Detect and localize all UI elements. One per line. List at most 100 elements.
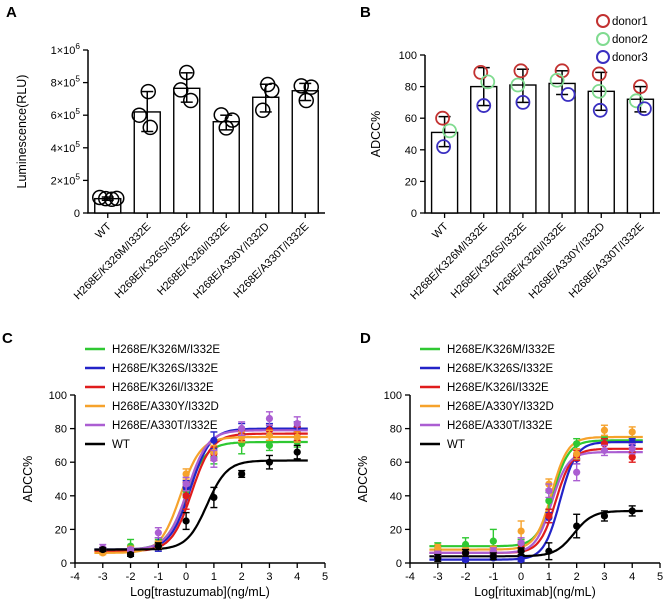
donor-point-donor2 bbox=[549, 72, 565, 88]
y-axis-label: ADCC% bbox=[356, 456, 370, 503]
y-tick-label: 0 bbox=[61, 558, 67, 570]
legend: H268E/K326M/I332E H268E/K326S/I332E H268E/… bbox=[85, 344, 220, 451]
data-point-H268E/A330T/I332E bbox=[238, 425, 246, 433]
data-point bbox=[140, 83, 156, 100]
curve-WT bbox=[94, 459, 308, 551]
curve-H268E/K326M/I332E bbox=[429, 439, 643, 548]
data-point-H268E/A330Y/I332D bbox=[517, 527, 525, 535]
x-tick-label: -1 bbox=[488, 571, 498, 583]
legend-label: WT bbox=[112, 439, 130, 451]
donor-point-donor1 bbox=[513, 63, 529, 79]
legend-label: donor3 bbox=[612, 52, 648, 64]
data-point-WT bbox=[182, 517, 190, 525]
data-point bbox=[104, 191, 120, 208]
category-label: H268E/A330Y/I332D bbox=[527, 221, 608, 302]
panel-a-label: A bbox=[6, 4, 17, 21]
data-point-H268E/K326S/I332E bbox=[210, 436, 218, 444]
legend: donor1 donor2 donor3 bbox=[596, 14, 648, 64]
y-tick-label: 40 bbox=[390, 491, 402, 503]
data-point bbox=[224, 112, 240, 128]
data-point-H268E/A330T/I332E bbox=[265, 414, 274, 423]
panel-b: B 0 20 40 60 80 100 WT H268E/K326M/I332E H268E/K… bbox=[335, 0, 669, 330]
y-tick-label: 100 bbox=[49, 390, 67, 402]
data-point-H268E/K326I/I332E bbox=[182, 492, 190, 500]
legend-marker-donor1 bbox=[596, 14, 610, 28]
data-point bbox=[264, 82, 280, 99]
panel-a: A 0 2×105 4×105 6×105 8×105 1×106 WT H268E/K326… bbox=[0, 0, 334, 330]
x-tick-label: 4 bbox=[294, 571, 300, 583]
x-axis-label: Log[rituximab](ng/mL) bbox=[474, 585, 596, 599]
x-tick-label: 5 bbox=[322, 571, 328, 583]
data-point-H268E/K326I/I332E bbox=[628, 453, 636, 461]
y-tick-label: 40 bbox=[405, 145, 417, 157]
legend-label: donor1 bbox=[612, 16, 648, 28]
y-tick-label: 4×105 bbox=[51, 139, 81, 155]
data-point-H268E/K326S/I332E bbox=[461, 556, 470, 564]
axes bbox=[87, 50, 325, 214]
donor-point-donor1 bbox=[435, 110, 450, 126]
category-label: H268E/K326S/I332E bbox=[113, 221, 193, 301]
y-tick-label: 80 bbox=[390, 424, 402, 436]
data-point bbox=[183, 92, 199, 109]
data-point-H268E/A330T/I332E bbox=[154, 529, 162, 537]
data-point-WT bbox=[573, 522, 581, 530]
data-point bbox=[218, 120, 234, 136]
data-point-H268E/K326S/I332E bbox=[517, 556, 525, 564]
curve-H268E/K326I/I332E bbox=[429, 447, 643, 554]
data-point-WT bbox=[545, 547, 553, 555]
panel-a-chart: 0 2×105 4×105 6×105 8×105 1×106 WTH268E/K326M/… bbox=[15, 41, 325, 302]
data-point bbox=[255, 102, 271, 119]
legend-label: H268E/K326I/I332E bbox=[112, 382, 214, 394]
category-label: WT bbox=[93, 220, 114, 241]
data-point-H268E/A330Y/I332D bbox=[182, 470, 190, 478]
data-point-H268E/A330T/I332E bbox=[545, 487, 553, 495]
data-point-H268E/K326M/I332E bbox=[545, 497, 553, 505]
data-point bbox=[173, 82, 189, 98]
x-tick-label: 3 bbox=[266, 571, 272, 583]
y-tick-label: 80 bbox=[405, 82, 417, 94]
legend-label: H268E/K326S/I332E bbox=[112, 363, 218, 375]
data-point-H268E/A330T/I332E bbox=[600, 446, 609, 455]
donor-point-donor3 bbox=[476, 98, 492, 113]
y-tick-label: 60 bbox=[405, 113, 417, 125]
donor-point-donor3 bbox=[637, 101, 652, 117]
curve-chart-D: 0 20 40 60 80 100 -4 -3 -2 -1 0 1 2 3 4 5 Log[rituximab]… bbox=[356, 344, 663, 599]
bar bbox=[212, 121, 240, 214]
legend-marker-donor3 bbox=[596, 50, 610, 64]
bar-chart-B: 0 20 40 60 80 100 WTH268E/K326M/I332EH268E/K32… bbox=[369, 14, 660, 303]
donor-point-donor1 bbox=[591, 66, 607, 82]
category-label: WT bbox=[430, 220, 451, 241]
x-tick-label: 2 bbox=[574, 571, 580, 583]
panel-c-label: C bbox=[2, 330, 13, 347]
donor-point-donor2 bbox=[480, 74, 496, 90]
donor-point-donor2 bbox=[442, 123, 457, 139]
panel-c-chart: 0 20 40 60 80 100 -4 -3 -2 -1 0 1 2 3 4 5 Log[trastuzuma… bbox=[21, 344, 328, 599]
data-point-WT bbox=[99, 545, 107, 554]
data-point-H268E/A330T/I332E bbox=[517, 539, 525, 547]
bar-chart-A: 0 2×105 4×105 6×105 8×105 1×106 WTH268E/K326M/… bbox=[15, 41, 325, 302]
legend-label: H268E/A330T/I332E bbox=[447, 420, 553, 432]
category-label: H268E/K326I/I332E bbox=[491, 221, 568, 298]
bar bbox=[626, 98, 655, 214]
y-tick-label: 2×105 bbox=[51, 171, 81, 187]
x-tick-label: -4 bbox=[70, 571, 80, 583]
axes bbox=[424, 55, 660, 214]
y-tick-label: 8×105 bbox=[51, 74, 81, 90]
x-tick-label: -3 bbox=[98, 571, 108, 583]
bar bbox=[587, 90, 615, 214]
donor-point-donor2 bbox=[591, 83, 607, 99]
donor-point-donor2 bbox=[629, 93, 644, 109]
y-tick-label: 0 bbox=[411, 208, 417, 220]
data-point bbox=[179, 64, 195, 81]
data-point bbox=[303, 79, 319, 95]
donor-point-donor3 bbox=[560, 87, 576, 102]
y-tick-label: 0 bbox=[74, 208, 80, 220]
x-tick-label: 1 bbox=[211, 571, 217, 583]
legend-label: H268E/A330T/I332E bbox=[112, 420, 218, 432]
category-label: H268E/K326M/I332E bbox=[408, 221, 490, 303]
curve-H268E/A330Y/I332D bbox=[429, 435, 643, 551]
data-point bbox=[92, 189, 108, 206]
y-tick-label: 0 bbox=[396, 558, 402, 570]
y-axis-label: ADCC% bbox=[21, 456, 35, 503]
